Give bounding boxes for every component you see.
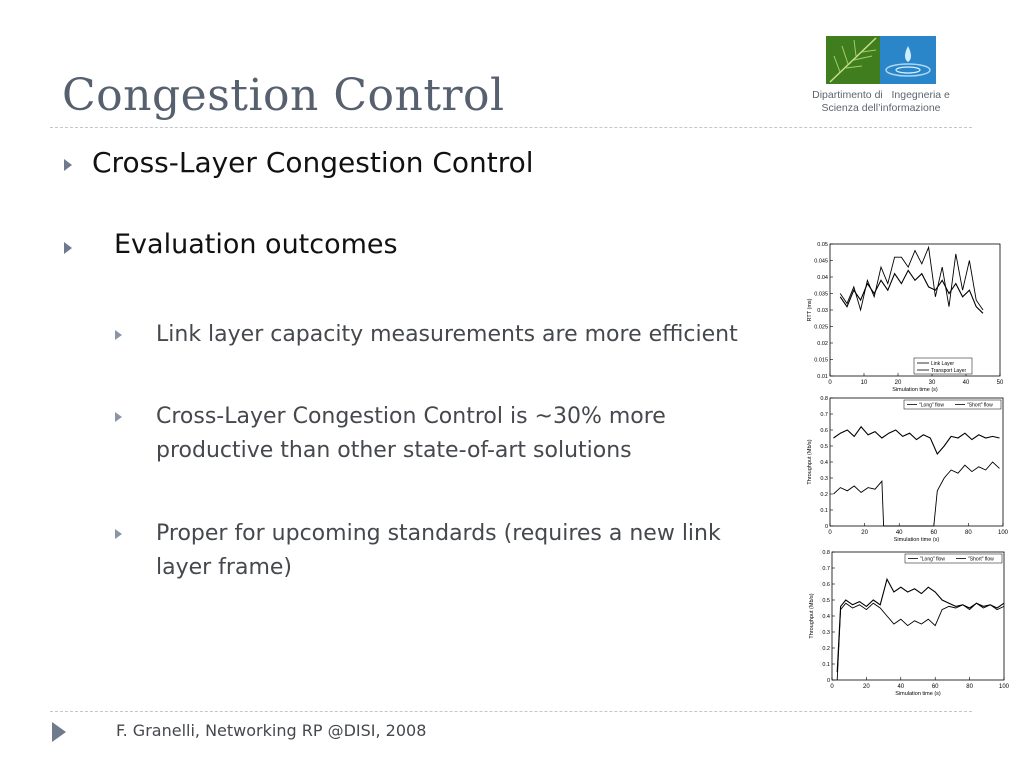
leaf-image	[826, 36, 880, 84]
sub-bullet-item: Cross-Layer Congestion Control is ~30% m…	[156, 404, 666, 463]
x-tick-label: 40	[897, 684, 904, 690]
y-tick-label: 0.8	[820, 396, 828, 402]
x-axis-label: Simulation time (s)	[892, 387, 938, 393]
x-tick-label: 30	[929, 380, 936, 386]
throughput-chart-1: 0 20 40 60 80 100 0 0.1 0.2 0.3 0.4 0.5 0.6 0.7 0.8 Sim…	[807, 396, 1009, 543]
series-line-1	[839, 269, 984, 314]
y-tick-label: 0.045	[814, 259, 828, 265]
footer-arrow-icon	[52, 722, 66, 742]
department-line-2: Scienza dell’informazione	[821, 102, 941, 114]
y-axis-label: Throughput (Mb/s)	[807, 439, 813, 484]
y-tick-label: 0.1	[820, 508, 828, 514]
bullet-arrow-icon	[64, 242, 72, 254]
y-tick-label: 0	[827, 678, 830, 684]
bullet-item: Cross-Layer Congestion Control	[92, 146, 534, 179]
y-tick-label: 0.8	[822, 550, 830, 556]
sub-bullet-arrow-icon	[115, 529, 122, 539]
y-tick-label: 0.5	[822, 598, 830, 604]
y-axis-label: RTT (ms)	[807, 298, 813, 321]
footer-text: F. Granelli, Networking RP @DISI, 2008	[116, 721, 427, 740]
department-line-1: Dipartimento di Ingegneria e	[812, 89, 950, 101]
x-tick-label: 20	[863, 684, 870, 690]
plot-area	[829, 243, 1001, 377]
water-drop-image	[880, 36, 936, 84]
bullet-arrow-icon	[64, 159, 72, 171]
y-tick-label: 0.015	[814, 358, 828, 364]
footer-divider	[50, 711, 972, 712]
x-tick-label: 10	[861, 380, 868, 386]
sub-bullet-item: Proper for upcoming standards (requires …	[156, 521, 721, 580]
y-tick-label: 0.1	[822, 662, 830, 668]
legend-box	[903, 399, 1002, 410]
y-tick-label: 0.4	[820, 460, 828, 466]
x-tick-label: 40	[963, 380, 970, 386]
y-tick-label: 0.025	[814, 325, 828, 331]
y-tick-label: 0.6	[820, 428, 828, 434]
legend-label: Transport Layer	[931, 368, 966, 374]
department-logo	[826, 36, 936, 84]
legend-label: "Long" flow	[919, 403, 944, 409]
y-tick-label: 0.3	[820, 476, 828, 482]
y-tick-label: 0.7	[822, 566, 830, 572]
x-tick-label: 50	[997, 380, 1004, 386]
y-tick-label: 0.2	[822, 646, 830, 652]
legend-label: Link Layer	[931, 361, 954, 367]
y-tick-label: 0.05	[817, 242, 828, 248]
x-tick-label: 60	[930, 530, 937, 536]
y-tick-label: 0.01	[817, 374, 828, 380]
legend-label: "Short" flow	[967, 403, 993, 409]
y-tick-label: 0.4	[822, 614, 830, 620]
y-tick-label: 0.02	[817, 341, 828, 347]
x-tick-label: 100	[999, 684, 1010, 690]
y-axis-label: Throughput (Mb/s)	[809, 593, 815, 638]
x-tick-label: 60	[932, 684, 939, 690]
bullet-item: Evaluation outcomes	[114, 229, 398, 260]
department-name: Dipartimento di Ingegneria e Scienza del…	[790, 89, 972, 115]
slide-title: Congestion Control	[62, 70, 505, 121]
y-tick-label: 0.04	[817, 275, 828, 281]
series-line-1	[833, 425, 1000, 456]
x-tick-label: 0	[830, 684, 834, 690]
legend-label: "Short" flow	[968, 557, 994, 563]
x-tick-label: 40	[896, 530, 903, 536]
x-tick-label: 100	[998, 530, 1009, 536]
y-tick-label: 0.035	[814, 292, 828, 298]
x-tick-label: 0	[828, 380, 832, 386]
sub-bullet-arrow-icon	[115, 330, 122, 340]
x-tick-label: 20	[861, 530, 868, 536]
y-tick-label: 0.03	[817, 308, 828, 314]
y-tick-label: 0	[825, 524, 828, 530]
legend-label: "Long" flow	[920, 557, 945, 563]
x-tick-label: 20	[895, 380, 902, 386]
sub-bullet-item: Link layer capacity measurements are mor…	[156, 322, 738, 347]
y-tick-label: 0.7	[820, 412, 828, 418]
y-tick-label: 0.6	[822, 582, 830, 588]
header-divider	[50, 127, 972, 128]
rtt-chart: 0 10 20 30 40 50 0.01 0.015 0.02 0.025 0.03 0.035 0.…	[807, 242, 1004, 393]
x-axis-label: Simulation time (s)	[894, 537, 940, 543]
series-line-2	[836, 602, 1005, 681]
x-tick-label: 80	[965, 530, 972, 536]
legend-box	[904, 553, 1003, 564]
y-tick-label: 0.5	[820, 444, 828, 450]
x-tick-label: 80	[966, 684, 973, 690]
plot-area	[831, 551, 1005, 681]
series-line-2	[833, 461, 1000, 527]
x-axis-label: Simulation time (s)	[895, 691, 941, 697]
plot-area	[829, 397, 1004, 527]
x-tick-label: 0	[828, 530, 832, 536]
throughput-chart-2: 0 20 40 60 80 100 0 0.1 0.2 0.3 0.4 0.5 0.6 0.7 0.8 Sim…	[809, 550, 1010, 697]
y-tick-label: 0.3	[822, 630, 830, 636]
y-tick-label: 0.2	[820, 492, 828, 498]
sub-bullet-arrow-icon	[115, 412, 122, 422]
series-line-2	[839, 245, 984, 312]
